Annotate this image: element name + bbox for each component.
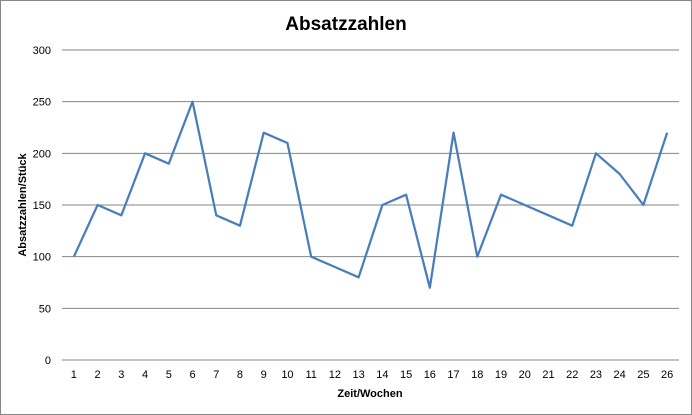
x-tick-label: 21 <box>542 369 554 381</box>
y-tick-label: 0 <box>45 355 51 367</box>
x-tick-label: 16 <box>424 369 436 381</box>
x-tick-label: 22 <box>566 369 578 381</box>
x-tick-label: 15 <box>400 369 412 381</box>
y-tick-label: 250 <box>33 97 51 109</box>
y-axis-ticks: 0 50 100 150 200 250 300 <box>33 45 51 367</box>
x-tick-label: 24 <box>614 369 626 381</box>
x-tick-label: 5 <box>166 369 172 381</box>
chart-title: Absatzzahlen <box>285 14 406 35</box>
x-tick-label: 8 <box>237 369 243 381</box>
x-tick-label: 11 <box>305 369 316 381</box>
x-tick-label: 19 <box>495 369 507 381</box>
series-line <box>72 100 669 289</box>
x-tick-label: 6 <box>189 369 195 381</box>
x-tick-label: 20 <box>519 369 531 381</box>
y-tick-label: 200 <box>33 148 51 160</box>
x-tick-label: 2 <box>95 369 101 381</box>
y-tick-label: 300 <box>33 45 51 57</box>
x-tick-label: 14 <box>376 369 388 381</box>
y-tick-label: 100 <box>33 252 51 264</box>
x-tick-label: 12 <box>329 369 341 381</box>
x-tick-label: 13 <box>353 369 365 381</box>
x-tick-label: 10 <box>281 369 293 381</box>
y-tick-label: 150 <box>33 200 51 212</box>
x-tick-label: 23 <box>590 369 602 381</box>
x-tick-label: 9 <box>261 369 267 381</box>
x-axis-title: Zeit/Wochen <box>337 388 402 400</box>
x-tick-label: 25 <box>637 369 649 381</box>
x-tick-label: 3 <box>118 369 124 381</box>
x-tick-label: 17 <box>447 369 459 381</box>
x-tick-label: 7 <box>213 369 219 381</box>
x-tick-label: 1 <box>71 369 77 381</box>
x-tick-label: 4 <box>142 369 148 381</box>
gridlines <box>62 49 679 309</box>
x-axis-ticks: 1 2 3 4 5 6 7 8 9 10 11 12 13 14 15 16 17 18 19 20 21 22 23 24 2… <box>71 369 673 381</box>
y-tick-label: 50 <box>39 303 51 315</box>
x-tick-label: 26 <box>661 369 673 381</box>
y-axis-title: Absatzzahlen/Stück <box>17 152 29 256</box>
x-tick-label: 18 <box>471 369 483 381</box>
